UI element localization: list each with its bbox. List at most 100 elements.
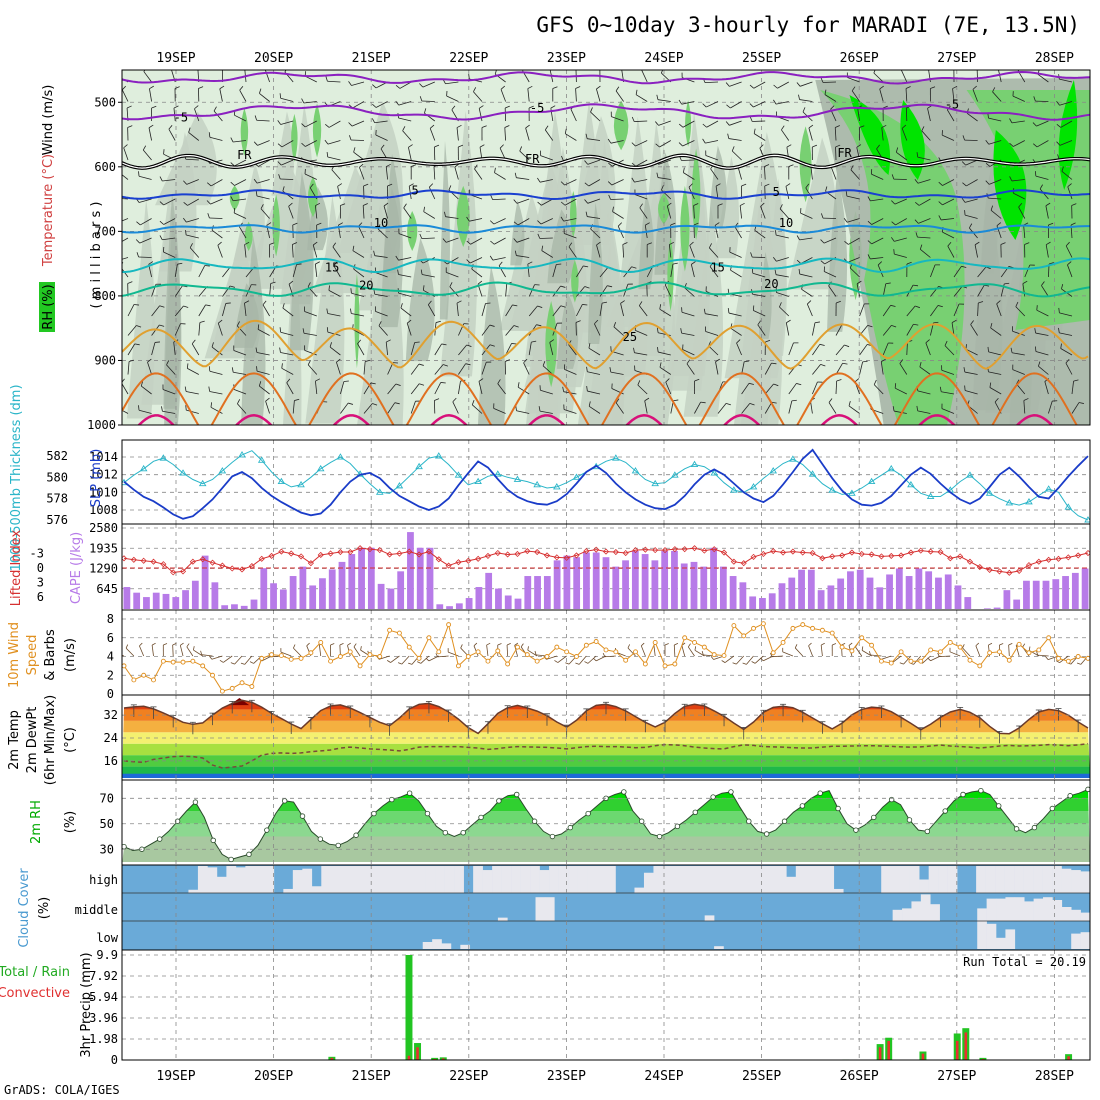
wind-barb-flag (1009, 142, 1014, 147)
wind-barb (587, 138, 601, 141)
rh-series (122, 780, 1090, 865)
wind-barb (186, 179, 199, 185)
wind-barb (456, 303, 459, 317)
wind-barb-flag (568, 242, 573, 248)
wind-speed-point (721, 653, 727, 659)
thickness-point (179, 469, 187, 476)
wind-speed-point (465, 654, 471, 659)
wind-barb-flag (725, 82, 730, 87)
wind-barb (974, 244, 978, 258)
wind-barb (772, 655, 784, 658)
wind-barb (122, 89, 129, 102)
wind-barb-flag (845, 191, 848, 197)
cloud-cover-bar (311, 886, 322, 893)
wind-barb (942, 198, 955, 206)
wind-barb-flag (326, 152, 329, 158)
wind-barb (211, 346, 223, 356)
wind-barb (185, 391, 199, 395)
lifted-index-point (268, 552, 275, 559)
contour-minus10 (122, 70, 1090, 85)
wind-barb-flag (919, 244, 923, 250)
rh-point (1031, 824, 1038, 831)
wind-barb (635, 159, 648, 167)
wind-barb-flag (862, 360, 868, 363)
wind-speed-point (455, 663, 461, 669)
wind-barb (857, 108, 860, 122)
wind-barb-flag (741, 183, 747, 187)
cloud-cover-bar (359, 866, 370, 893)
wind-barb-flag (497, 379, 501, 384)
wind-barb (1035, 351, 1049, 356)
wind-barb (211, 229, 223, 239)
cloud-cover-bar (757, 866, 768, 893)
rh-point (1013, 826, 1020, 832)
wind-barb (198, 265, 206, 278)
lifted-index-point (288, 550, 295, 557)
cloud-cover-bar (911, 901, 922, 921)
wind-barb (859, 344, 868, 356)
wind-barb (705, 331, 719, 336)
wind-barb-flag (478, 378, 484, 382)
rh-band (587, 202, 603, 344)
wind-barb (812, 381, 818, 395)
wind-barb-flag (867, 324, 873, 328)
thickness-point (533, 480, 541, 488)
wind-barb (570, 109, 577, 122)
wind-barb (351, 292, 365, 297)
rh-band (733, 205, 772, 425)
lifted-index-point (907, 549, 915, 556)
temperature-band (122, 773, 1090, 778)
wind-barb (292, 264, 297, 278)
thickness-point (690, 460, 699, 467)
cape-bar (866, 577, 874, 609)
wind-barb-flag (631, 162, 637, 167)
wind-tick-label: 2 (107, 668, 114, 682)
cloud-cover-bar (558, 866, 569, 893)
wind-barb (812, 322, 816, 336)
cloud-cover-bar (349, 866, 360, 893)
wind-barb (280, 120, 294, 125)
wind-barb-flag (867, 240, 872, 245)
wind-barb (776, 292, 789, 297)
wind-barb-flag (919, 361, 922, 368)
wind-barb-flag (286, 378, 291, 383)
wind-barb (352, 328, 365, 336)
wind-barb-flag (656, 327, 659, 333)
wind-barb (1013, 192, 1025, 200)
cloud-cover-bar (700, 866, 711, 893)
contour-label: 10 (374, 216, 388, 230)
wind-barb (709, 266, 719, 278)
lifted-index-point (357, 545, 364, 552)
rh-point (763, 831, 770, 837)
wind-barb-flag (205, 304, 211, 307)
wind-barb (588, 179, 601, 187)
wind-barb (587, 159, 601, 165)
wind-barb (988, 351, 1002, 356)
cloud-cover-bar (539, 870, 550, 893)
wind-barb-flag (208, 132, 211, 138)
wind-barb (189, 247, 200, 258)
wind-barb-flag (710, 656, 714, 660)
wind-barb (1012, 95, 1025, 102)
wind-barb (794, 647, 804, 657)
cape-bar (152, 592, 160, 609)
wind-barb (410, 401, 416, 414)
wind-barb-flag (395, 84, 401, 89)
cloud-cover-bar (549, 866, 559, 893)
wind-barb (681, 311, 695, 317)
wind-barb-flag (148, 261, 154, 265)
cloud-cover-bar (795, 866, 806, 893)
wind-barb (420, 655, 430, 664)
wind-barb (805, 187, 813, 200)
wind-speed-point (1006, 657, 1012, 663)
rh-point (1049, 805, 1055, 812)
wind-barb (378, 655, 390, 660)
wind-barb-flag (209, 655, 213, 660)
wind-barb-flag (678, 99, 683, 105)
rh-band (680, 185, 690, 272)
wind-barb (596, 88, 601, 102)
wind-barb-flag (183, 180, 188, 185)
wind-barb-flag (1045, 241, 1051, 246)
thickness-point (631, 467, 640, 474)
wind-barb (1059, 312, 1073, 317)
